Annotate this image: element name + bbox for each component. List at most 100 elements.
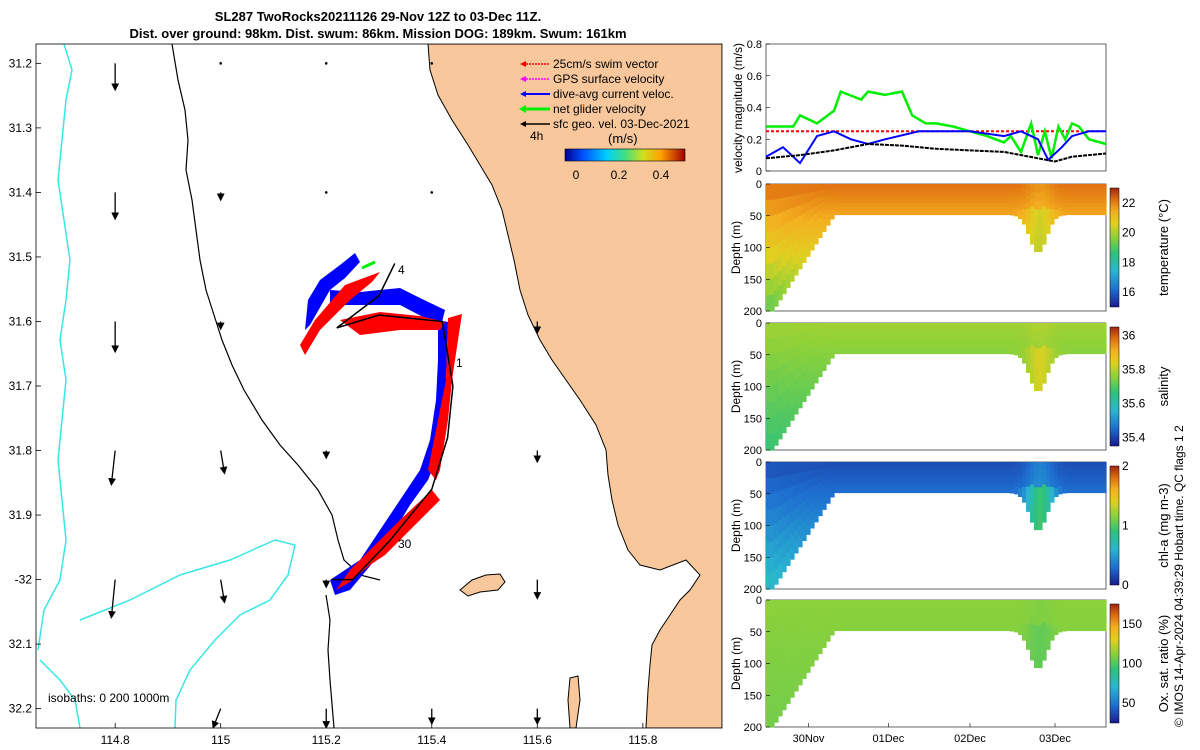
section-cell: [958, 615, 963, 620]
section-cell: [962, 477, 967, 482]
section-cell: [890, 326, 895, 332]
section-cell: [886, 203, 891, 208]
section-cell: [986, 607, 991, 612]
section-cell: [1002, 210, 1007, 216]
section-cell: [1018, 323, 1023, 328]
section-cell: [1010, 607, 1015, 613]
section-cell: [1010, 469, 1015, 475]
section-cell: [994, 195, 999, 200]
section-cell: [1030, 375, 1035, 384]
section-cell: [822, 213, 827, 221]
section-cell: [806, 377, 811, 387]
section-cell: [782, 682, 787, 697]
vel-ytick-label-2: 0.4: [747, 103, 762, 115]
section-cell: [810, 478, 815, 488]
section-cell: [794, 368, 799, 381]
section-cell: [1086, 622, 1091, 628]
section-cell: [1022, 605, 1027, 611]
map-y-axis: 31.231.331.431.531.631.731.831.9-3232.13…: [9, 56, 41, 716]
section-cell: [1038, 478, 1043, 488]
section-cell: [1006, 462, 1011, 467]
section-cell: [1062, 619, 1067, 624]
section-cell: [954, 484, 959, 490]
section-cell: [902, 342, 907, 347]
section-cell: [826, 328, 831, 334]
section-cell: [910, 330, 915, 335]
section-cell: [798, 525, 803, 537]
section-cell: [934, 473, 939, 478]
section-cell: [1046, 480, 1051, 488]
section-cell: [786, 361, 791, 376]
section-cell: [906, 477, 911, 482]
section-cell: [1042, 375, 1047, 384]
section-cell: [822, 617, 827, 625]
section-cell: [806, 609, 811, 619]
section-cell: [850, 210, 855, 216]
section-cell: [1090, 477, 1095, 482]
section-cell: [1046, 347, 1051, 355]
section-cell: [826, 630, 831, 637]
section-cell: [1070, 334, 1075, 339]
section-cell: [938, 184, 943, 189]
section-cell: [1026, 606, 1031, 613]
section-cell: [1066, 187, 1071, 193]
section-cell: [882, 206, 887, 212]
map-ytick-label-5: 31.7: [9, 379, 33, 393]
section-cell: [798, 184, 803, 196]
section-cell: [826, 615, 831, 622]
section-cell: [1062, 477, 1067, 482]
section-cell: [1094, 469, 1099, 474]
section-cell: [1062, 346, 1067, 351]
section-cell: [918, 323, 923, 328]
section-cell: [1022, 214, 1027, 220]
section-cell: [778, 643, 783, 659]
section-cell: [1070, 326, 1075, 332]
section-cell: [986, 600, 991, 605]
section-cell: [918, 465, 923, 471]
section-cell: [986, 349, 991, 355]
section-cell: [950, 334, 955, 339]
section-cell: [826, 323, 831, 329]
section-cell: [802, 501, 807, 512]
section-cell: [1054, 612, 1059, 618]
section-cell: [954, 465, 959, 471]
section-cell: [1078, 619, 1083, 624]
section-cell: [970, 206, 975, 212]
section-cell: [1074, 206, 1079, 212]
section-cell: [878, 607, 883, 612]
section-cell: [934, 465, 939, 471]
section-cell: [938, 465, 943, 471]
section-cell: [858, 473, 863, 478]
section-cell: [966, 607, 971, 612]
section-cell: [1102, 484, 1107, 490]
section-cell: [1042, 323, 1047, 332]
isobath-200: [171, 44, 381, 581]
section-cell: [1046, 474, 1051, 482]
section-cell: [1002, 622, 1007, 628]
section-cell: [946, 187, 951, 193]
section-cell: [930, 615, 935, 620]
section-cell: [978, 600, 983, 605]
section-cell: [1018, 492, 1023, 497]
section-cell: [898, 338, 903, 343]
section-cell: [1074, 199, 1079, 204]
section-cell: [1098, 210, 1103, 216]
section-cell: [1034, 331, 1039, 341]
section-2-ytick-label-0: 0: [756, 457, 762, 469]
section-cell: [1090, 206, 1095, 212]
section-cell: [1014, 477, 1019, 483]
section-cell: [998, 326, 1003, 332]
section-cell: [1026, 643, 1031, 650]
section-cell: [902, 462, 907, 467]
section-cell: [806, 211, 811, 221]
section-cell: [770, 434, 775, 451]
map-xtick-label-2: 115.2: [312, 733, 341, 747]
section-cell: [1002, 349, 1007, 355]
section-cell: [1086, 206, 1091, 212]
section-cell: [802, 203, 807, 214]
section-cell: [1046, 184, 1051, 191]
section-cell: [866, 210, 871, 216]
section-cell: [1014, 330, 1019, 336]
section-cell: [1014, 323, 1019, 328]
section-cell: [862, 473, 867, 478]
